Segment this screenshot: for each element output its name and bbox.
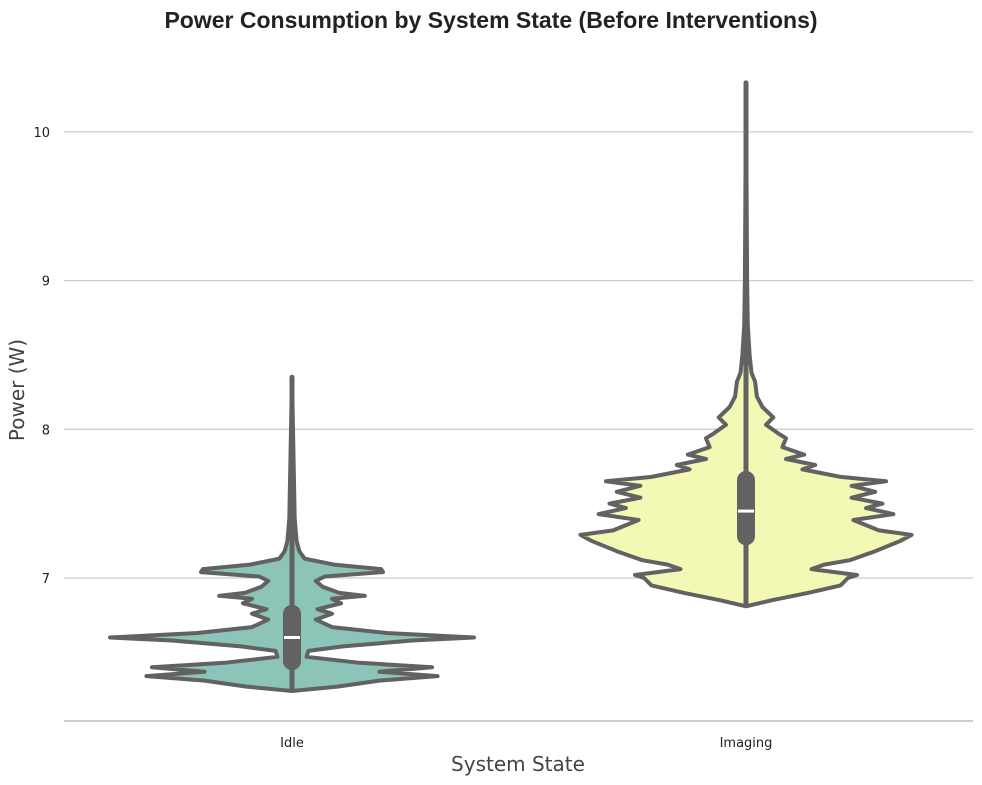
x-tick-label: Idle xyxy=(280,736,304,751)
y-tick-label: 10 xyxy=(33,126,50,141)
y-tick-label: 7 xyxy=(42,572,50,587)
y-axis-ticks: 7 8 9 10 xyxy=(33,126,50,587)
iqr-box-imaging xyxy=(737,470,755,546)
y-tick-label: 9 xyxy=(42,275,50,290)
y-axis-label: Power (W) xyxy=(5,339,29,441)
y-tick-label: 8 xyxy=(42,423,50,438)
violins xyxy=(108,80,914,693)
x-axis-ticks: Idle Imaging xyxy=(280,736,772,751)
x-axis-label: System State xyxy=(451,752,585,776)
x-tick-label: Imaging xyxy=(720,736,773,751)
chart-title: Power Consumption by System State (Befor… xyxy=(164,7,817,33)
